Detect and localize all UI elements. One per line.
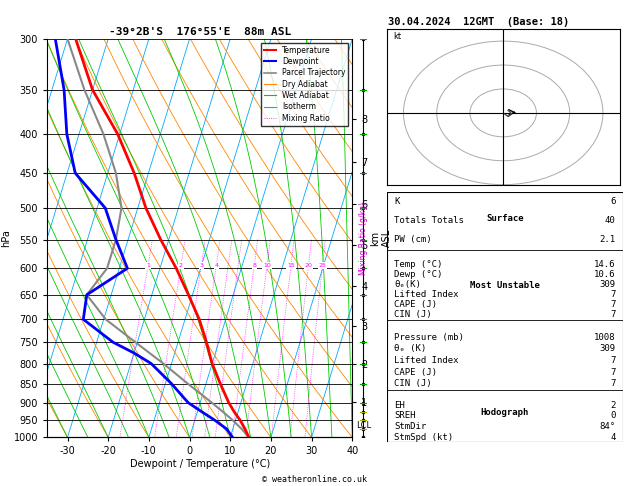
Text: 20: 20 xyxy=(304,263,313,268)
Text: 14.6: 14.6 xyxy=(594,260,616,269)
Text: CAPE (J): CAPE (J) xyxy=(394,368,437,377)
Text: 309: 309 xyxy=(599,280,616,289)
Text: 15: 15 xyxy=(287,263,295,268)
Text: StmSpd (kt): StmSpd (kt) xyxy=(394,433,453,441)
Text: 7: 7 xyxy=(610,380,616,388)
Text: Mixing Ratio (g/kg): Mixing Ratio (g/kg) xyxy=(359,202,368,275)
Text: 10: 10 xyxy=(263,263,271,268)
Text: θₑ (K): θₑ (K) xyxy=(394,344,426,353)
Text: 0: 0 xyxy=(610,412,616,420)
Text: 309: 309 xyxy=(599,344,616,353)
Text: SREH: SREH xyxy=(394,412,415,420)
Text: 40: 40 xyxy=(605,216,616,225)
Text: kt: kt xyxy=(394,32,401,41)
Text: CAPE (J): CAPE (J) xyxy=(394,300,437,309)
Text: Temp (°C): Temp (°C) xyxy=(394,260,442,269)
Text: 2: 2 xyxy=(610,401,616,410)
Text: 2: 2 xyxy=(179,263,183,268)
Text: 4: 4 xyxy=(214,263,218,268)
Text: CIN (J): CIN (J) xyxy=(394,380,431,388)
Text: 1008: 1008 xyxy=(594,332,616,342)
Text: Surface: Surface xyxy=(486,214,523,223)
Text: θₑ(K): θₑ(K) xyxy=(394,280,421,289)
Text: 10.6: 10.6 xyxy=(594,270,616,279)
Text: 4: 4 xyxy=(610,433,616,441)
Text: Dewp (°C): Dewp (°C) xyxy=(394,270,442,279)
Text: 7: 7 xyxy=(610,300,616,309)
Text: EH: EH xyxy=(394,401,404,410)
Text: 6: 6 xyxy=(610,197,616,206)
Text: Totals Totals: Totals Totals xyxy=(394,216,464,225)
X-axis label: Dewpoint / Temperature (°C): Dewpoint / Temperature (°C) xyxy=(130,459,270,469)
Text: Hodograph: Hodograph xyxy=(481,408,529,417)
Text: Lifted Index: Lifted Index xyxy=(394,290,459,299)
Text: 7: 7 xyxy=(610,310,616,319)
Text: 2.1: 2.1 xyxy=(599,235,616,244)
Text: Pressure (mb): Pressure (mb) xyxy=(394,332,464,342)
Title: -39°2B'S  176°55'E  88m ASL: -39°2B'S 176°55'E 88m ASL xyxy=(109,27,291,37)
Text: StmDir: StmDir xyxy=(394,422,426,431)
Text: CIN (J): CIN (J) xyxy=(394,310,431,319)
Y-axis label: km
ASL: km ASL xyxy=(370,229,392,247)
Text: PW (cm): PW (cm) xyxy=(394,235,431,244)
Y-axis label: hPa: hPa xyxy=(1,229,11,247)
Text: K: K xyxy=(394,197,399,206)
Text: 8: 8 xyxy=(252,263,256,268)
Text: 7: 7 xyxy=(610,356,616,365)
Text: 1: 1 xyxy=(146,263,150,268)
Text: 30.04.2024  12GMT  (Base: 18): 30.04.2024 12GMT (Base: 18) xyxy=(388,17,569,27)
Text: 7: 7 xyxy=(610,368,616,377)
Text: 3: 3 xyxy=(199,263,203,268)
Text: LCL: LCL xyxy=(357,421,372,430)
Text: Lifted Index: Lifted Index xyxy=(394,356,459,365)
Text: Most Unstable: Most Unstable xyxy=(470,281,540,290)
Legend: Temperature, Dewpoint, Parcel Trajectory, Dry Adiabat, Wet Adiabat, Isotherm, Mi: Temperature, Dewpoint, Parcel Trajectory… xyxy=(261,43,348,125)
Text: 7: 7 xyxy=(610,290,616,299)
Text: 25: 25 xyxy=(318,263,326,268)
Text: 84°: 84° xyxy=(599,422,616,431)
Text: © weatheronline.co.uk: © weatheronline.co.uk xyxy=(262,474,367,484)
